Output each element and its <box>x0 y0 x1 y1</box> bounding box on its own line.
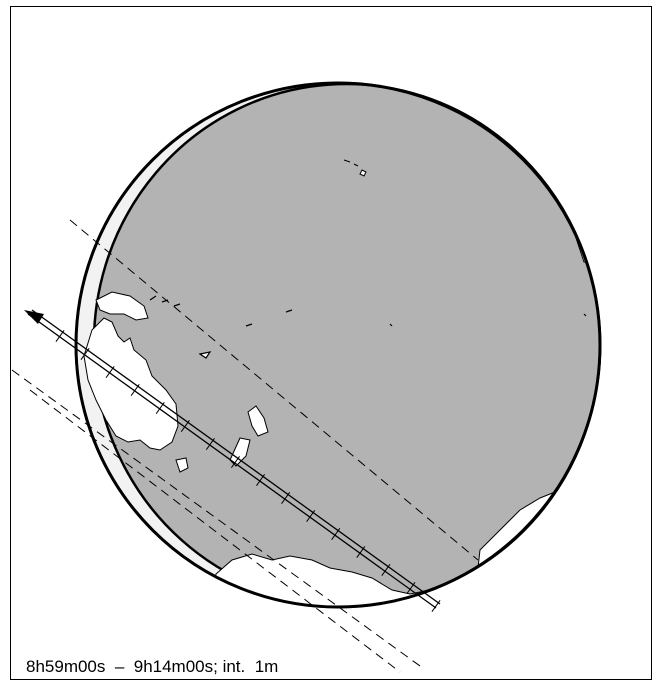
track-tick <box>331 528 341 540</box>
track-tick <box>155 402 165 414</box>
track-tick <box>406 582 416 594</box>
globe-shadow-region <box>92 82 602 606</box>
track-tick <box>105 366 115 378</box>
pacific-island-chain <box>149 295 587 359</box>
track-tick <box>281 492 291 504</box>
track-direction-arrow <box>24 310 44 324</box>
track-tick <box>230 456 240 468</box>
track-tick <box>130 384 140 396</box>
track-tick <box>356 546 366 558</box>
central-track <box>24 309 441 609</box>
time-range-caption: 8h59m00s – 9h14m00s; int. 1m <box>26 657 279 676</box>
path-limit-north <box>69 219 479 561</box>
path-limit-south-outer <box>29 389 401 673</box>
track-tick <box>180 420 190 432</box>
track-ticks <box>55 330 441 612</box>
path-limit-south <box>11 369 421 667</box>
track-tick <box>256 474 266 486</box>
track-tick <box>80 348 90 360</box>
new-zealand-north-landmass <box>247 405 269 437</box>
hawaii-islands <box>343 159 367 177</box>
track-tick <box>431 600 441 612</box>
tasmania-landmass <box>175 457 189 473</box>
track-tick <box>306 510 316 522</box>
track-tick <box>381 564 391 576</box>
track-tick <box>55 330 65 342</box>
track-tick <box>205 438 215 450</box>
australia-landmass <box>83 317 179 451</box>
globe-outline <box>74 81 602 609</box>
new-guinea-landmass <box>95 291 149 321</box>
